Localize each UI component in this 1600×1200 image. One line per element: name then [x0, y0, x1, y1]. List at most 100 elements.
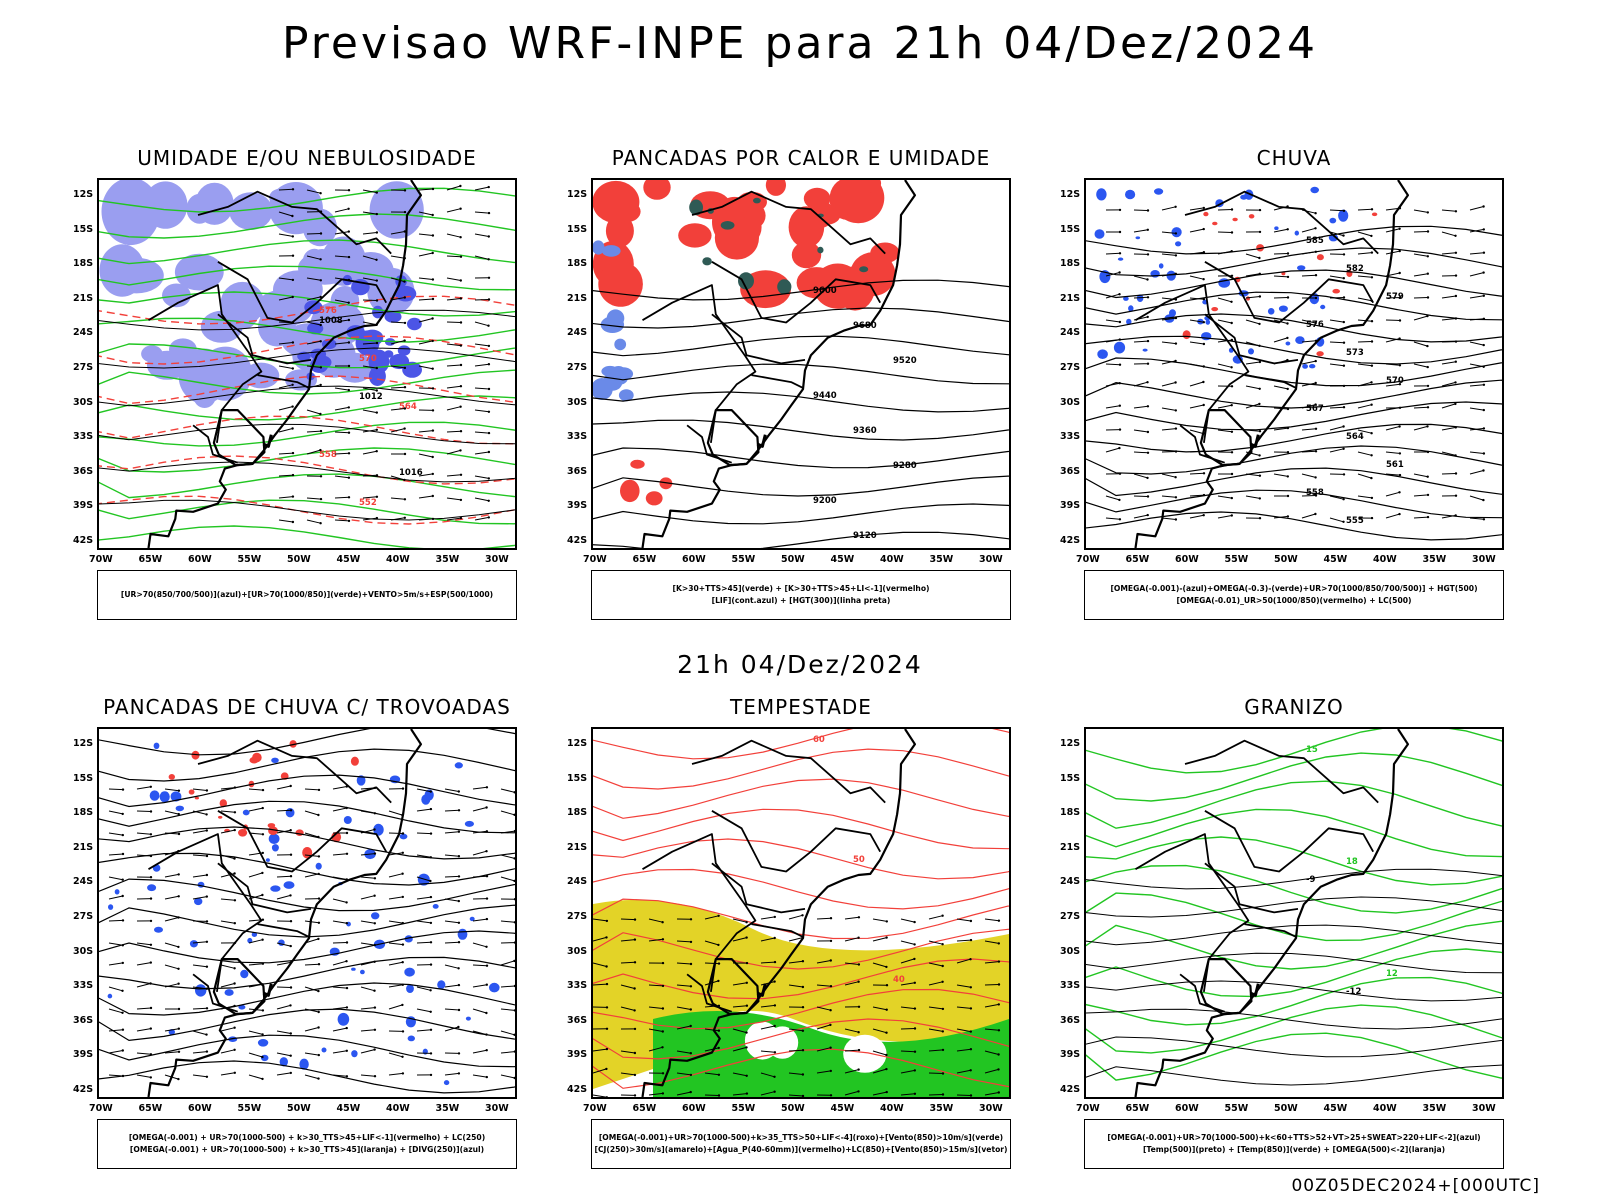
wind-arrow [332, 876, 347, 880]
wind-arrow [984, 940, 999, 944]
wind-arrow [416, 788, 431, 793]
lat-tick-label: 33S [73, 980, 94, 992]
wind-arrow [446, 497, 461, 501]
wind-arrow [844, 1028, 859, 1033]
wind-arrow [418, 473, 433, 477]
arrow-head [1202, 206, 1205, 210]
contour-line [593, 808, 1009, 850]
arrow-head [375, 474, 379, 477]
panel-legend: [OMEGA(-0.001) + UR>70(1000-500) + k>30_… [97, 1119, 517, 1169]
arrow-head [485, 1011, 488, 1015]
arrow-head [319, 497, 323, 501]
arrow-head [373, 922, 376, 925]
lat-tick-label: 12S [567, 738, 588, 749]
wind-arrow [1161, 473, 1176, 478]
wind-arrow [760, 1072, 775, 1078]
lon-tick-label: 30W [1472, 1103, 1496, 1114]
arrow-head [403, 498, 407, 501]
arrow-head [857, 980, 860, 983]
wind-arrow [334, 208, 349, 213]
contour-line [99, 774, 515, 808]
arrow-head [689, 940, 693, 944]
wind-arrow [1385, 363, 1400, 366]
lon-tick-label: 50W [1274, 554, 1298, 565]
wind-arrow [278, 277, 293, 281]
shade-blob [247, 937, 253, 944]
wind-arrow [418, 430, 433, 433]
arrow-head [1118, 518, 1122, 521]
wind-arrow [760, 961, 776, 964]
lat-tick-label: 21S [567, 292, 588, 304]
shade-blob [1096, 188, 1107, 201]
arrow-head [373, 1075, 377, 1078]
arrow-head [1482, 294, 1485, 297]
coastline [1134, 180, 1409, 548]
arrow-head [1342, 498, 1345, 501]
shade-blob [188, 789, 195, 795]
wind-arrow [332, 986, 348, 989]
wind-arrow [872, 1006, 887, 1011]
arrow-head [1118, 472, 1122, 475]
arrow-head [375, 495, 379, 498]
contour-line [99, 956, 515, 990]
arrow-head [149, 919, 153, 923]
wind-arrow [108, 1008, 123, 1014]
arrow-head [317, 989, 320, 993]
shade-blob [614, 338, 627, 351]
arrow-head [1118, 271, 1121, 274]
arrow-head [513, 1009, 515, 1012]
arrow-head [997, 1091, 1000, 1094]
arrow-head [149, 943, 153, 946]
arrow-head [1426, 272, 1429, 275]
wind-arrow [984, 1003, 999, 1008]
arrow-head [773, 1051, 777, 1054]
arrow-head [1426, 475, 1429, 478]
wind-arrow [278, 519, 293, 523]
arrow-head [1146, 228, 1149, 231]
wind-arrow [362, 255, 377, 261]
contour-line [1086, 836, 1502, 886]
arrow-head [457, 921, 461, 924]
wind-arrow [108, 919, 124, 922]
contour-line [99, 1060, 515, 1094]
state-border [217, 862, 312, 914]
wind-arrow [593, 1068, 607, 1074]
arrow-head [233, 786, 237, 789]
lat-tick-label: 18S [73, 807, 94, 819]
arrow-head [1370, 454, 1373, 457]
wind-arrow [416, 941, 432, 944]
state-border [1204, 810, 1374, 873]
coastline [1134, 729, 1409, 1097]
arrow-head [1258, 256, 1261, 260]
contour-label: 555 [1346, 516, 1364, 526]
wind-arrow [1245, 253, 1260, 259]
arrow-head [1370, 403, 1373, 406]
wind-arrow [278, 233, 293, 237]
arrow-head [289, 853, 293, 856]
shade-blob [1310, 186, 1319, 194]
arrow-head [289, 784, 292, 788]
map-pancadas-calor: 9600 9680 9520 9440 9360 9280 9200 9120 [591, 178, 1011, 550]
arrow-head [1118, 382, 1121, 385]
wind-arrow [192, 964, 207, 968]
lon-tick-label: 45W [1323, 554, 1348, 565]
wind-arrow [334, 299, 349, 304]
wind-arrow [1441, 318, 1456, 321]
arrow-head [429, 832, 433, 835]
arrow-head [1286, 407, 1290, 411]
contour-line [99, 473, 515, 499]
wind-arrow [1133, 229, 1148, 233]
wind-arrow [360, 876, 375, 879]
arrow-head [1426, 406, 1430, 409]
arrow-head [1426, 255, 1429, 258]
wind-arrow [220, 983, 235, 988]
wind-arrow [1217, 429, 1232, 433]
arrow-head [373, 894, 376, 897]
arrow-head [431, 339, 434, 343]
wind-arrow [446, 185, 461, 191]
arrow-head [485, 850, 488, 853]
wind-arrow [164, 895, 179, 900]
